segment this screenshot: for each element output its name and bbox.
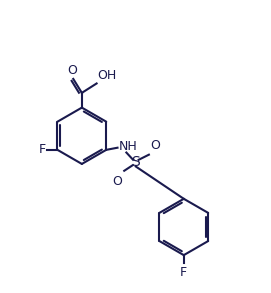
Text: O: O xyxy=(150,139,160,152)
Text: O: O xyxy=(67,64,77,77)
Text: O: O xyxy=(112,175,122,188)
Text: S: S xyxy=(131,156,140,169)
Text: NH: NH xyxy=(119,140,137,154)
Text: F: F xyxy=(180,265,187,279)
Text: OH: OH xyxy=(98,69,117,82)
Text: F: F xyxy=(38,143,46,156)
